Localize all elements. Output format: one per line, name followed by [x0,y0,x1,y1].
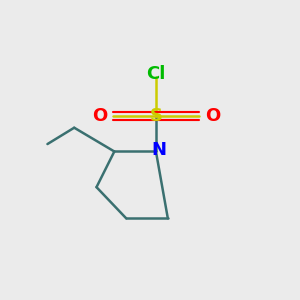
Text: Cl: Cl [146,65,166,83]
Text: O: O [205,107,220,125]
Text: N: N [152,141,166,159]
Text: S: S [149,107,162,125]
Text: O: O [92,107,107,125]
